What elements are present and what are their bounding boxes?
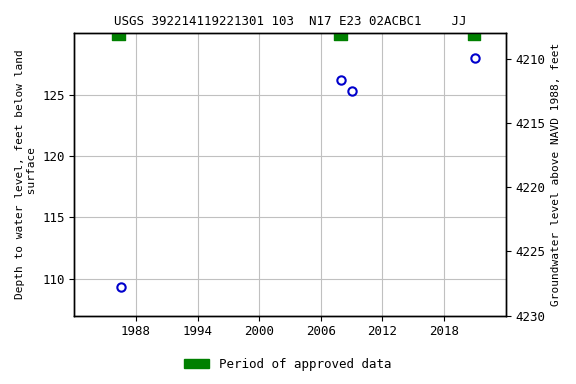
Title: USGS 392214119221301 103  N17 E23 02ACBC1    JJ: USGS 392214119221301 103 N17 E23 02ACBC1… xyxy=(114,15,467,28)
Legend: Period of approved data: Period of approved data xyxy=(179,353,397,376)
Y-axis label: Depth to water level, feet below land
 surface: Depth to water level, feet below land su… xyxy=(15,50,37,299)
Y-axis label: Groundwater level above NAVD 1988, feet: Groundwater level above NAVD 1988, feet xyxy=(551,43,561,306)
